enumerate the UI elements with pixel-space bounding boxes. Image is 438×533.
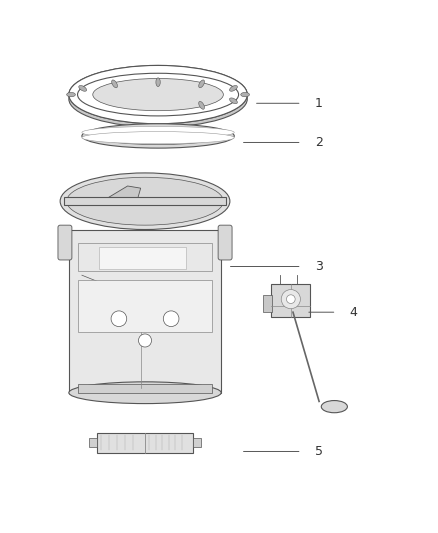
Bar	[262, 295, 272, 312]
Ellipse shape	[69, 66, 247, 124]
Ellipse shape	[69, 71, 247, 127]
Ellipse shape	[199, 101, 205, 109]
FancyBboxPatch shape	[58, 225, 72, 260]
Ellipse shape	[82, 124, 234, 148]
Ellipse shape	[199, 80, 205, 88]
Bar	[78, 243, 212, 271]
Ellipse shape	[241, 92, 250, 97]
Ellipse shape	[82, 132, 234, 144]
Ellipse shape	[112, 80, 117, 88]
Text: 2: 2	[315, 136, 323, 149]
Bar	[97, 433, 193, 453]
Circle shape	[281, 289, 300, 309]
Bar	[99, 247, 186, 269]
Polygon shape	[106, 186, 141, 206]
Text: 3: 3	[315, 260, 323, 273]
Ellipse shape	[67, 177, 223, 225]
Text: 1: 1	[315, 97, 323, 110]
Circle shape	[163, 311, 179, 327]
Text: 4: 4	[350, 306, 357, 319]
Ellipse shape	[321, 400, 347, 413]
Ellipse shape	[69, 382, 221, 403]
Ellipse shape	[230, 98, 237, 103]
Circle shape	[111, 311, 127, 327]
Ellipse shape	[156, 78, 160, 86]
Ellipse shape	[93, 78, 223, 111]
Circle shape	[286, 295, 295, 303]
Bar	[64, 197, 226, 205]
Ellipse shape	[60, 173, 230, 230]
Ellipse shape	[82, 126, 234, 139]
Ellipse shape	[95, 127, 221, 144]
Circle shape	[138, 334, 152, 347]
FancyBboxPatch shape	[218, 225, 232, 260]
Ellipse shape	[230, 85, 237, 91]
Bar	[69, 230, 221, 393]
Ellipse shape	[69, 66, 247, 124]
Bar	[193, 438, 201, 447]
Bar	[271, 284, 311, 317]
Ellipse shape	[78, 73, 239, 116]
Bar	[89, 438, 97, 447]
Ellipse shape	[79, 85, 87, 91]
Ellipse shape	[67, 92, 75, 97]
Text: 5: 5	[315, 445, 323, 458]
Bar	[78, 384, 212, 393]
Bar	[78, 279, 212, 332]
